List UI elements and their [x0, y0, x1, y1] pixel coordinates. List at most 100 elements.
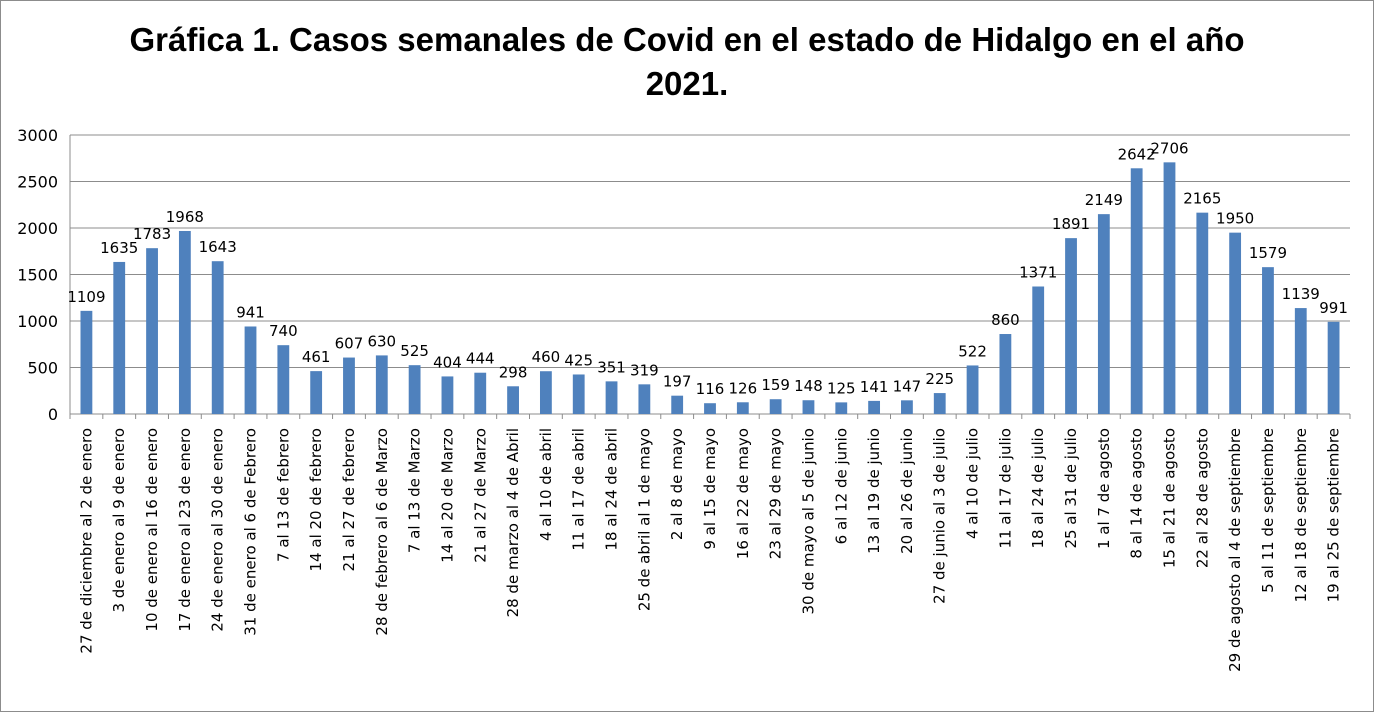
bar: [1032, 286, 1045, 414]
y-tick-label: 1500: [17, 266, 58, 285]
x-tick-label: 28 de febrero al 6 de Marzo: [373, 428, 391, 636]
bar: [769, 399, 782, 414]
bar: [605, 381, 618, 414]
bar: [1163, 162, 1176, 414]
bar: [441, 376, 454, 414]
x-tick-label: 5 al 11 de septiembre: [1259, 428, 1277, 593]
chart-title: Gráfica 1. Casos semanales de Covid en e…: [0, 18, 1374, 106]
x-tick-label: 3 de enero al 9 de enero: [110, 428, 128, 613]
bar: [539, 371, 552, 414]
x-tick-label: 22 al 28 de agosto: [1193, 428, 1211, 568]
data-label: 1139: [1282, 285, 1320, 303]
bar: [736, 402, 749, 414]
x-tick-label: 18 al 24 de julio: [1029, 428, 1047, 549]
x-tick-label: 25 al 31 de julio: [1062, 428, 1080, 549]
x-tick-label: 9 al 15 de mayo: [701, 428, 719, 550]
bar: [343, 357, 355, 414]
data-label: 1968: [166, 208, 204, 226]
data-label: 319: [630, 361, 659, 379]
bar: [802, 400, 815, 414]
bar: [244, 326, 257, 414]
x-tick-label: 14 al 20 de Marzo: [438, 428, 456, 563]
bar: [507, 386, 519, 414]
data-label: 525: [400, 342, 429, 360]
data-label: 1635: [100, 239, 138, 257]
bar: [113, 261, 126, 414]
data-label: 1579: [1249, 244, 1287, 262]
bar: [1262, 267, 1274, 414]
data-label: 159: [761, 376, 790, 394]
data-label: 2642: [1118, 145, 1156, 163]
x-tick-label: 7 al 13 de febrero: [274, 428, 292, 562]
chart-title-line-2: 2021.: [645, 65, 729, 102]
bar: [146, 248, 158, 414]
bar: [1196, 212, 1209, 414]
data-label: 860: [991, 311, 1020, 329]
data-label: 461: [302, 348, 331, 366]
bar: [901, 400, 913, 414]
data-label: 607: [335, 335, 364, 353]
bar: [474, 372, 487, 414]
bar: [1065, 238, 1077, 414]
bar: [1097, 214, 1110, 414]
data-label: 351: [597, 358, 626, 376]
x-tick-label: 21 al 27 de Marzo: [471, 428, 489, 563]
x-tick-label: 24 de enero al 30 de enero: [209, 428, 227, 632]
y-tick-label: 2000: [17, 219, 58, 238]
bar: [375, 355, 388, 414]
data-label: 147: [893, 377, 922, 395]
bar: [1294, 308, 1307, 414]
x-tick-label: 20 al 26 de junio: [898, 428, 916, 554]
x-tick-label: 28 de marzo al 4 de Abril: [504, 428, 522, 617]
y-tick-label: 1000: [17, 312, 58, 331]
data-label: 1643: [199, 238, 237, 256]
x-tick-label: 29 de agosto al 4 de septiembre: [1226, 428, 1244, 672]
data-label: 298: [499, 363, 528, 381]
y-tick-label: 2500: [17, 173, 58, 192]
bar: [835, 402, 848, 414]
x-tick-label: 10 de enero al 16 de enero: [143, 428, 161, 632]
data-label: 1891: [1052, 215, 1090, 233]
bar: [868, 400, 881, 414]
bar: [704, 403, 716, 414]
bar: [277, 345, 290, 414]
data-label: 2149: [1085, 191, 1123, 209]
x-tick-label: 18 al 24 de abril: [603, 428, 621, 551]
x-tick-label: 27 de diciembre al 2 de enero: [77, 428, 95, 654]
data-label: 444: [466, 350, 495, 368]
x-tick-label: 27 de junio al 3 de julio: [931, 428, 949, 604]
bar: [1229, 232, 1242, 414]
data-label: 991: [1319, 299, 1348, 317]
bar: [671, 395, 684, 414]
x-tick-label: 23 al 29 de mayo: [767, 428, 785, 559]
bar: [1130, 168, 1143, 414]
x-tick-label: 1 al 7 de agosto: [1095, 428, 1113, 549]
x-tick-label: 16 al 22 de mayo: [734, 428, 752, 559]
bar: [80, 310, 93, 414]
bar: [1327, 321, 1340, 414]
bar: [966, 365, 979, 414]
x-tick-label: 11 al 17 de julio: [996, 428, 1014, 549]
data-label: 425: [564, 351, 593, 369]
x-tick-label: 4 al 10 de julio: [964, 428, 982, 539]
x-tick-label: 17 de enero al 23 de enero: [176, 428, 194, 632]
x-tick-label: 13 al 19 de junio: [865, 428, 883, 554]
bar: [999, 334, 1012, 414]
x-tick-label: 4 al 10 de abril: [537, 428, 555, 541]
bar: [408, 365, 421, 414]
chart-title-line-1: Gráfica 1. Casos semanales de Covid en e…: [129, 21, 1245, 58]
data-label: 197: [663, 373, 692, 391]
data-label: 116: [696, 380, 725, 398]
x-tick-label: 11 al 17 de abril: [570, 428, 588, 551]
x-tick-label: 30 de mayo al 5 de junio: [799, 428, 817, 614]
data-label: 148: [794, 377, 823, 395]
x-tick-label: 21 al 27 de febrero: [340, 428, 358, 571]
data-label: 2706: [1150, 139, 1188, 157]
data-label: 630: [367, 332, 396, 350]
x-tick-label: 19 al 25 de septiembre: [1325, 428, 1343, 602]
data-label: 125: [827, 379, 856, 397]
x-tick-label: 8 al 14 de agosto: [1128, 428, 1146, 559]
data-label: 2165: [1183, 190, 1221, 208]
x-tick-label: 6 al 12 de junio: [832, 428, 850, 544]
